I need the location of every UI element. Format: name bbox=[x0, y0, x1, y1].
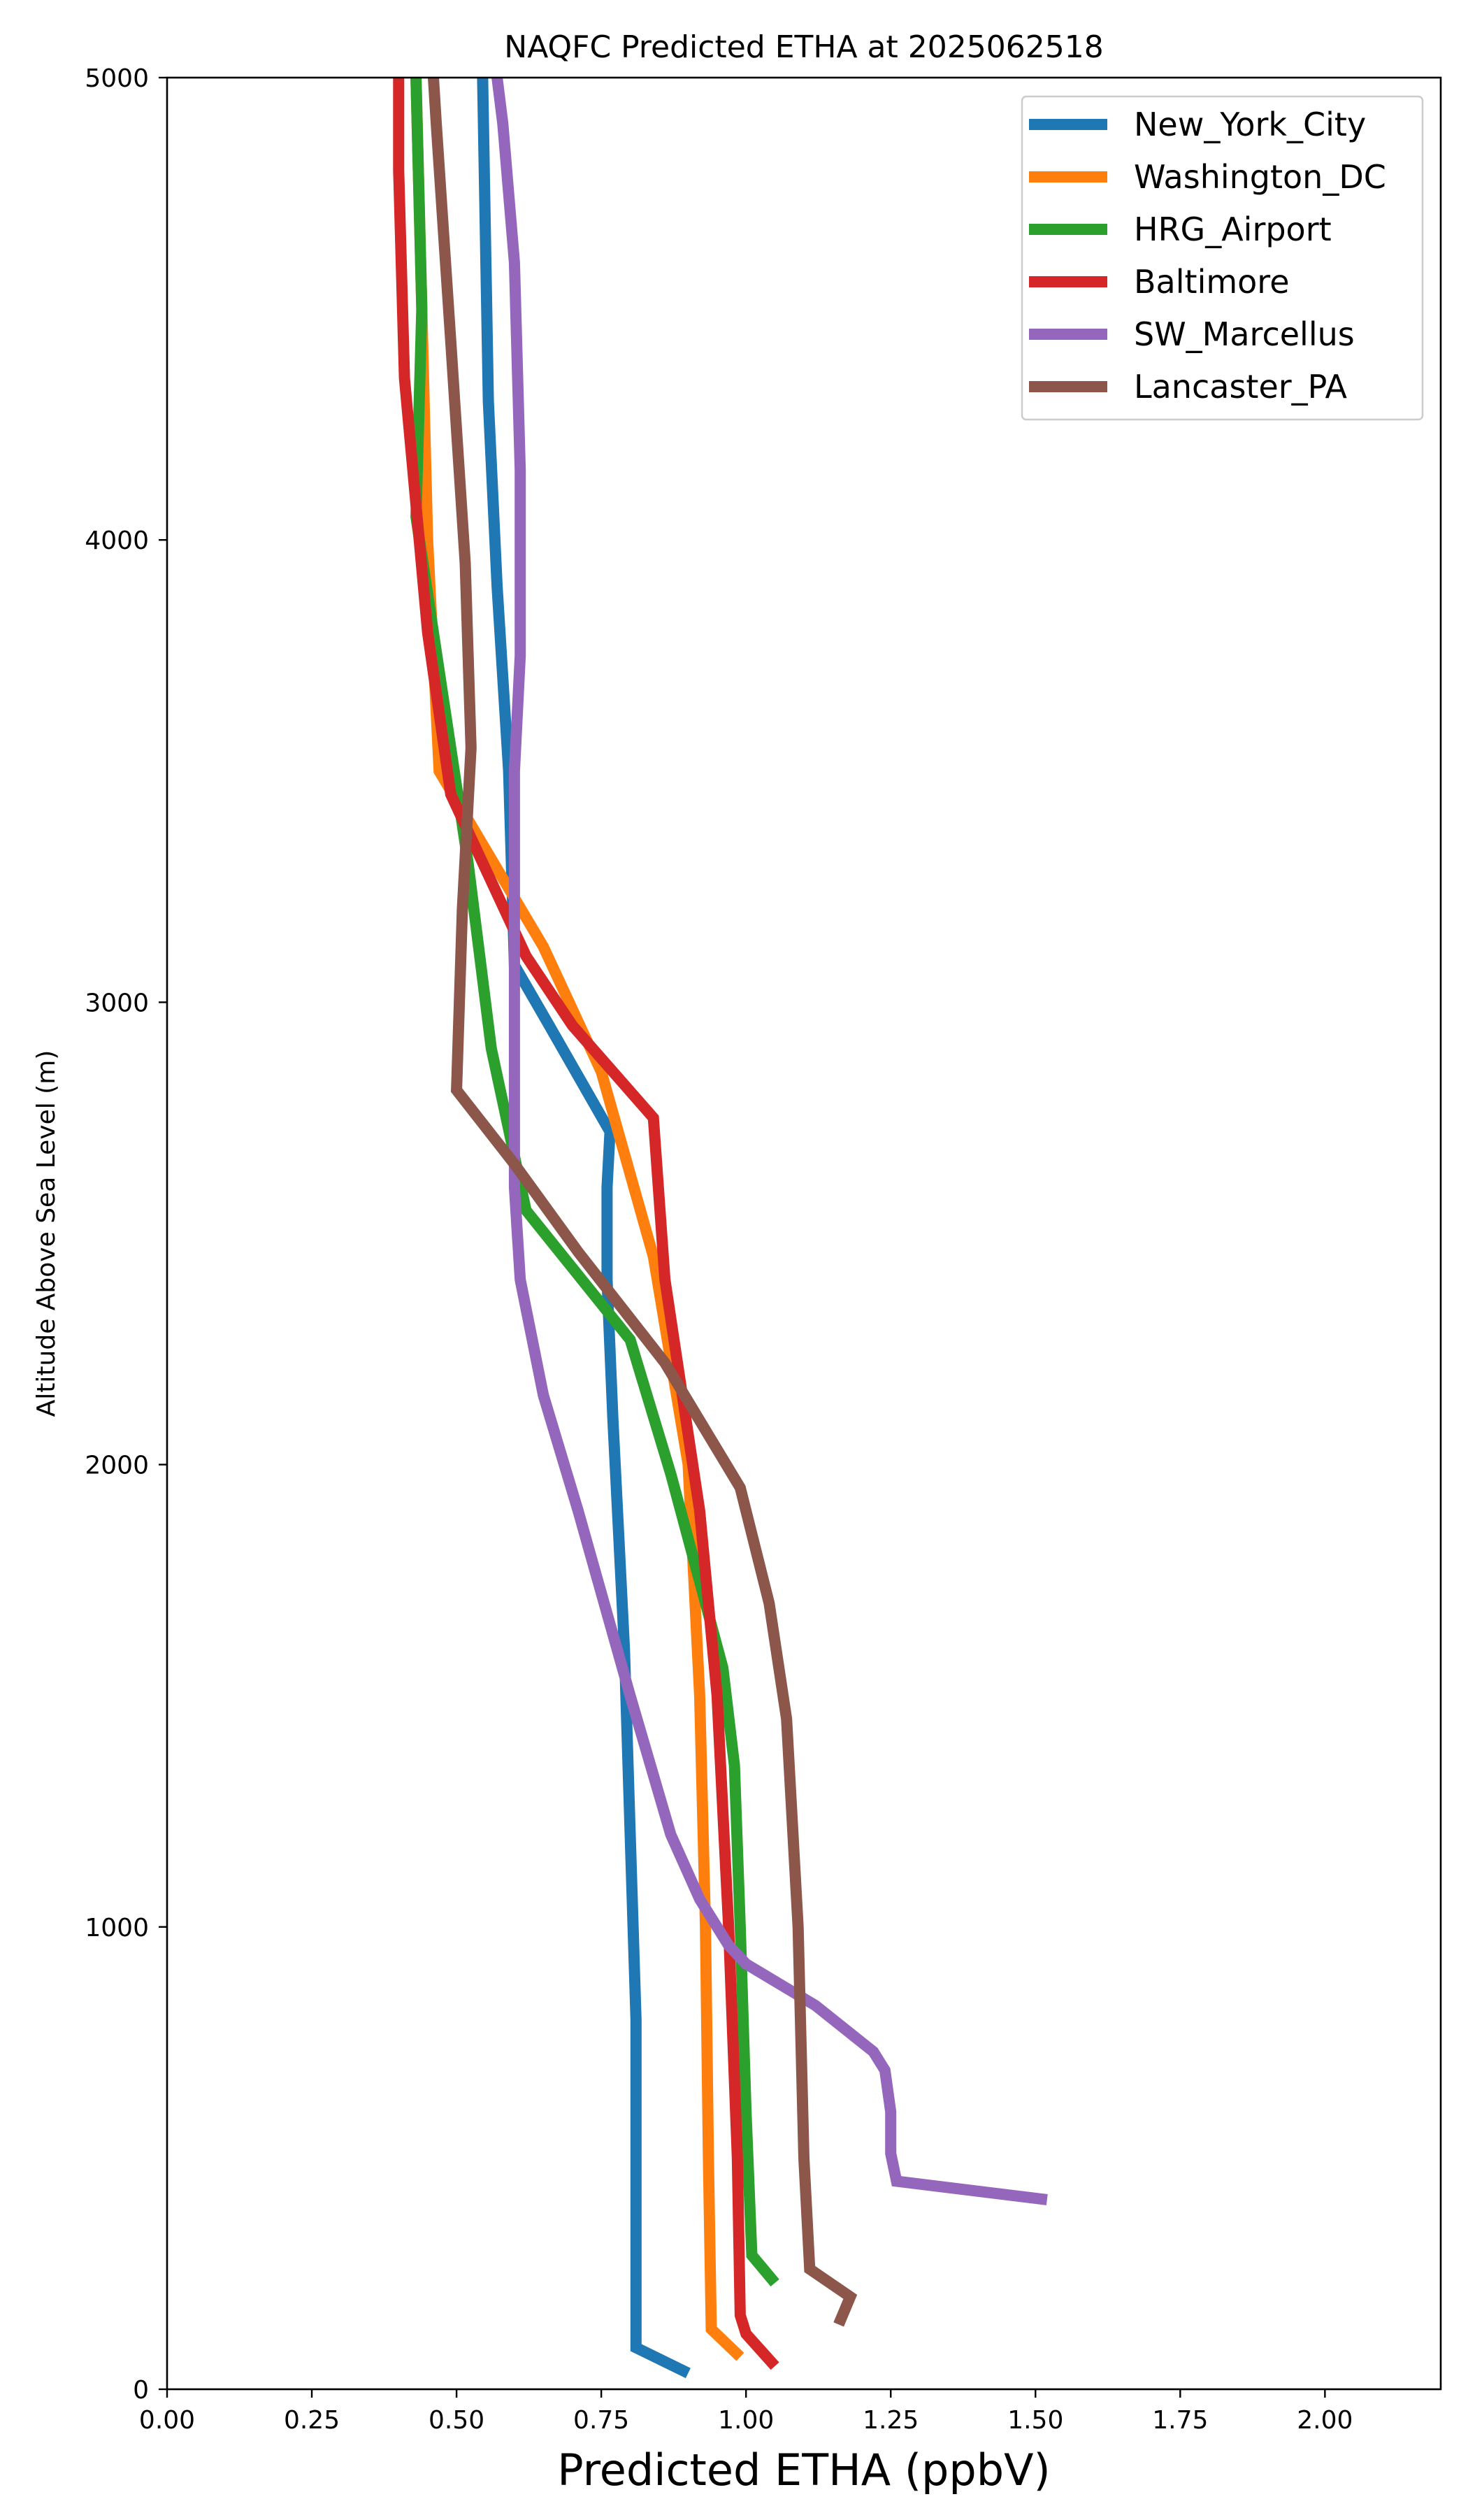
x-tick-label: 0.00 bbox=[139, 2406, 195, 2435]
x-tick-label: 1.25 bbox=[863, 2406, 919, 2435]
x-tick-label: 1.00 bbox=[718, 2406, 774, 2435]
x-axis-ticks: 0.00 0.25 0.50 0.75 1.00 1.25 1.50 1.75 2.00 bbox=[139, 2389, 1353, 2435]
plot-frame bbox=[166, 76, 1442, 2391]
plot-lines bbox=[393, 78, 1048, 2379]
legend-label-new-york-city: New_York_City bbox=[1134, 106, 1366, 143]
legend-label-hrg-airport: HRG_Airport bbox=[1134, 210, 1332, 248]
series-line-sw-marcellus bbox=[491, 78, 1048, 2205]
x-tick-label: 0.25 bbox=[284, 2406, 340, 2435]
legend-label-washington-dc: Washington_DC bbox=[1134, 158, 1386, 196]
series-line-baltimore bbox=[393, 78, 779, 2370]
legend-box bbox=[1021, 95, 1424, 421]
x-tick-label: 1.75 bbox=[1152, 2406, 1208, 2435]
x-tick-label: 1.50 bbox=[1007, 2406, 1063, 2435]
series-line-lancaster-pa bbox=[428, 78, 858, 2327]
chart-title: NAQFC Predicted ETHA at 2025062518 bbox=[504, 29, 1103, 65]
series-line-washington-dc bbox=[410, 78, 744, 2361]
y-tick-label: 3000 bbox=[85, 989, 149, 1017]
legend: New_York_City Washington_DC HRG_Airport Bal… bbox=[1021, 95, 1424, 421]
legend-label-baltimore: Baltimore bbox=[1134, 263, 1290, 301]
y-tick-label: 1000 bbox=[85, 1914, 149, 1942]
y-axis-ticks: 0 1000 2000 3000 4000 5000 bbox=[85, 64, 167, 2405]
y-tick-label: 5000 bbox=[85, 64, 149, 93]
x-tick-label: 2.00 bbox=[1297, 2406, 1353, 2435]
x-tick-label: 0.50 bbox=[429, 2406, 484, 2435]
y-tick-label: 4000 bbox=[85, 527, 149, 555]
x-tick-label: 0.75 bbox=[573, 2406, 629, 2435]
y-tick-label: 0 bbox=[133, 2376, 149, 2405]
series-line-new-york-city bbox=[477, 78, 691, 2379]
legend-label-sw-marcellus: SW_Marcellus bbox=[1134, 315, 1355, 353]
y-tick-label: 2000 bbox=[85, 1452, 149, 1480]
y-axis-label: Altitude Above Sea Level (m) bbox=[32, 1050, 61, 1417]
x-axis-label: Predicted ETHA (ppbV) bbox=[557, 2444, 1050, 2496]
legend-label-lancaster-pa: Lancaster_PA bbox=[1134, 368, 1347, 406]
